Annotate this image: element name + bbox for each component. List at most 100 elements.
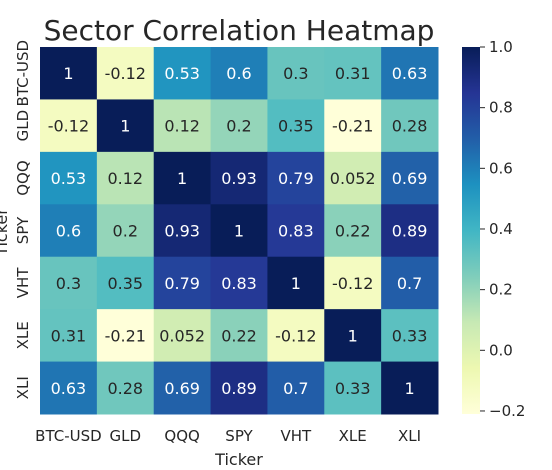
y-tick-label: SPY xyxy=(14,216,32,244)
heatmap-cell xyxy=(153,256,212,310)
heatmap-cell xyxy=(267,47,325,100)
cell-value-label: 0.35 xyxy=(107,274,143,293)
cell-value-label: 0.69 xyxy=(392,169,428,188)
colorbar-ticks: −0.2 0.0 0.2 0.4 0.6 0.8 1.0 xyxy=(480,38,525,420)
heatmap-cell xyxy=(324,309,382,363)
cell-value-label: 0.22 xyxy=(335,222,371,241)
heatmap-cell xyxy=(210,47,268,100)
cell-value-label: 0.7 xyxy=(397,274,422,293)
heatmap-cell xyxy=(153,47,212,100)
cell-value-label: 0.22 xyxy=(221,326,257,345)
heatmap-cell xyxy=(381,47,439,100)
colorbar-tick-label: −0.2 xyxy=(489,402,525,420)
heatmap-cell xyxy=(96,361,155,415)
x-axis-label: Ticker xyxy=(214,450,263,469)
cell-value-label: 0.79 xyxy=(164,274,200,293)
cell-value-label: 0.31 xyxy=(335,64,371,83)
heatmap-cell xyxy=(381,361,439,415)
heatmap-cell xyxy=(210,309,268,363)
heatmap-cell xyxy=(267,99,325,153)
heatmap-cell xyxy=(153,204,212,258)
heatmap-cell xyxy=(153,151,212,205)
cell-value-label: 0.53 xyxy=(164,64,200,83)
x-tick-label: VHT xyxy=(281,427,313,445)
cell-value-label: 1 xyxy=(348,326,358,345)
heatmap-cell xyxy=(381,99,439,153)
cell-value-label: 0.33 xyxy=(335,379,371,398)
x-tick-label: XLE xyxy=(339,427,367,445)
colorbar-tick-label: 0.2 xyxy=(489,281,513,299)
heatmap-cell xyxy=(40,151,98,205)
heatmap-cell xyxy=(210,151,268,205)
heatmap-cell xyxy=(153,309,212,363)
heatmap-cell xyxy=(96,151,155,205)
heatmap-cell xyxy=(267,151,325,205)
heatmap-cell xyxy=(381,309,439,363)
heatmap-cell xyxy=(324,99,382,153)
cell-value-label: 1 xyxy=(234,222,244,241)
colorbar-tick-label: 1.0 xyxy=(489,38,513,56)
cell-value-label: 0.7 xyxy=(283,379,308,398)
heatmap-cell-labels: 1 -0.12 0.53 0.6 0.3 0.31 0.63 -0.12 1 0.12 0.2 0.3… xyxy=(48,64,428,398)
heatmap-cell xyxy=(324,151,382,205)
cell-value-label: 1 xyxy=(404,379,414,398)
x-tick-label: GLD xyxy=(110,427,142,445)
cell-value-label: 0.89 xyxy=(221,379,257,398)
cell-value-label: 0.63 xyxy=(51,379,87,398)
heatmap-cell xyxy=(96,309,155,363)
colorbar-tick-label: 0.0 xyxy=(489,341,513,359)
cell-value-label: 0.89 xyxy=(392,222,428,241)
y-tick-label: QQQ xyxy=(14,160,32,195)
cell-value-label: 0.83 xyxy=(278,222,314,241)
cell-value-label: -0.12 xyxy=(105,64,146,83)
heatmap-cell xyxy=(96,256,155,310)
cell-value-label: -0.12 xyxy=(332,274,373,293)
cell-value-label: 1 xyxy=(291,274,301,293)
heatmap-cell xyxy=(210,256,268,310)
cell-value-label: 0.35 xyxy=(278,117,314,136)
heatmap-cell xyxy=(96,204,155,258)
heatmap-cell xyxy=(324,256,382,310)
cell-value-label: 0.052 xyxy=(159,326,205,345)
cell-value-label: 0.31 xyxy=(51,326,87,345)
cell-value-label: 0.63 xyxy=(392,64,428,83)
heatmap-cell xyxy=(96,47,155,100)
x-tick-labels: BTC-USD GLD QQQ SPY VHT XLE XLI xyxy=(35,427,421,445)
heatmap-cell xyxy=(210,361,268,415)
heatmap-cell xyxy=(153,99,212,153)
y-tick-label: BTC-USD xyxy=(14,40,32,107)
cell-value-label: 0.2 xyxy=(226,117,251,136)
y-tick-label: XLI xyxy=(14,376,32,399)
cell-value-label: 0.6 xyxy=(56,222,81,241)
y-tick-label: XLE xyxy=(14,321,32,349)
heatmap-cell xyxy=(40,361,98,415)
colorbar-tick-label: 0.4 xyxy=(489,220,513,238)
heatmap-cell xyxy=(96,99,155,153)
y-tick-label: GLD xyxy=(14,110,32,142)
heatmap-cell xyxy=(40,47,98,100)
x-tick-label: QQQ xyxy=(164,427,199,445)
cell-value-label: 0.33 xyxy=(392,326,428,345)
cell-value-label: 0.79 xyxy=(278,169,314,188)
cell-value-label: 1 xyxy=(120,117,130,136)
cell-value-label: 0.6 xyxy=(226,64,251,83)
cell-value-label: 0.12 xyxy=(107,169,143,188)
cell-value-label: 0.93 xyxy=(221,169,257,188)
heatmap-cell xyxy=(324,204,382,258)
cell-value-label: 0.3 xyxy=(283,64,308,83)
heatmap-cell xyxy=(153,361,212,415)
cell-value-label: 0.052 xyxy=(330,169,376,188)
colorbar-tick-label: 0.6 xyxy=(489,159,513,177)
cell-value-label: -0.12 xyxy=(275,326,316,345)
heatmap-cell xyxy=(40,309,98,363)
heatmap-cell xyxy=(40,204,98,258)
cell-value-label: 0.93 xyxy=(164,222,200,241)
colorbar-tick-label: 0.8 xyxy=(489,99,513,117)
y-tick-label: VHT xyxy=(14,267,32,299)
cell-value-label: 1 xyxy=(177,169,187,188)
colorbar xyxy=(462,47,480,414)
heatmap-cell xyxy=(210,99,268,153)
x-tick-label: XLI xyxy=(398,427,421,445)
x-tick-label: BTC-USD xyxy=(35,427,102,445)
heatmap-cell xyxy=(267,204,325,258)
